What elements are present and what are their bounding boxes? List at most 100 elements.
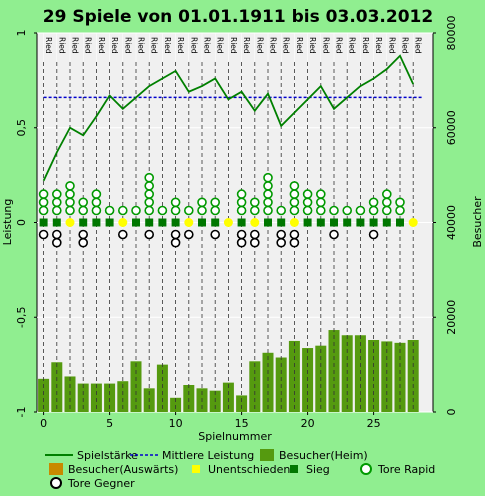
marker-tore-rapid	[368, 205, 379, 216]
marker-sieg	[303, 218, 312, 227]
legend-label: Besucher(Heim)	[279, 449, 368, 462]
marker-tore-rapid	[91, 205, 102, 216]
y2-tick-label: 0	[445, 409, 458, 416]
x-tick-label: 25	[367, 417, 381, 430]
marker-sieg	[171, 218, 180, 227]
marker-unentschieden	[118, 218, 128, 227]
venue-label: Ried	[216, 37, 225, 54]
marker-tore-gegner	[78, 229, 88, 240]
venue-label: Ried	[44, 37, 53, 54]
marker-tore-rapid	[170, 205, 181, 216]
legend-label: Besucher(Auswärts)	[68, 463, 178, 476]
marker-tore-rapid	[276, 205, 287, 216]
marker-sieg	[92, 218, 101, 227]
marker-tore-rapid	[210, 197, 220, 208]
legend-swatch	[360, 463, 372, 475]
legend-swatch	[192, 465, 200, 473]
marker-tore-rapid	[157, 205, 168, 216]
marker-tore-rapid	[51, 189, 62, 199]
marker-sieg	[356, 218, 365, 227]
marker-tore-rapid	[65, 181, 75, 191]
venue-label: Ried	[71, 37, 80, 54]
marker-tore-rapid	[38, 189, 49, 199]
marker-tore-rapid	[51, 197, 62, 208]
marker-tore-rapid	[197, 205, 207, 216]
marker-tore-gegner	[289, 229, 300, 240]
bar-besucher-heim	[156, 364, 168, 412]
legend: Spielstärke Mittlere Leistung Besucher(Hei…	[45, 449, 435, 490]
bar-besucher-heim	[236, 395, 248, 412]
venue-label: Ried	[335, 37, 344, 54]
marker-tore-rapid	[355, 205, 366, 216]
marker-tore-gegner	[118, 229, 128, 240]
marker-sieg	[277, 218, 286, 227]
marker-tore-rapid	[91, 197, 102, 208]
venue-label: Ried	[282, 37, 291, 54]
marker-tore-rapid	[302, 205, 313, 216]
marker-tore-rapid	[263, 197, 273, 208]
bar-besucher-heim	[170, 397, 182, 412]
marker-tore-rapid	[315, 189, 326, 199]
legend-label: Spielstärke	[77, 449, 138, 462]
legend-swatch	[290, 465, 298, 473]
marker-tore-gegner	[250, 229, 260, 240]
marker-sieg	[132, 218, 140, 227]
legend-label: Tore Rapid	[377, 463, 435, 476]
x-tick-label: 5	[106, 417, 113, 430]
marker-tore-rapid	[263, 189, 273, 199]
marker-tore-gegner	[170, 229, 181, 240]
venue-label: Ried	[57, 37, 66, 54]
bar-besucher-heim	[77, 383, 89, 412]
y-tick-label: 0,5	[15, 119, 28, 137]
y2-tick-label: 80000	[445, 16, 458, 51]
marker-tore-rapid	[65, 189, 75, 199]
marker-tore-rapid	[118, 205, 128, 216]
marker-tore-rapid	[144, 172, 154, 183]
venue-label: Ried	[401, 37, 410, 54]
marker-tore-rapid	[315, 205, 326, 216]
marker-tore-rapid	[381, 189, 392, 199]
marker-sieg	[382, 218, 391, 227]
bar-besucher-heim	[117, 381, 129, 412]
marker-tore-rapid	[65, 205, 75, 216]
marker-sieg	[264, 218, 272, 227]
x-tick-label: 15	[235, 417, 249, 430]
marker-tore-rapid	[381, 205, 392, 216]
marker-tore-gegner	[51, 229, 62, 240]
marker-tore-rapid	[91, 189, 102, 199]
marker-tore-gegner	[210, 229, 220, 240]
venue-label: Ried	[163, 37, 172, 54]
venue-label: Ried	[321, 37, 330, 54]
legend-swatch	[260, 449, 274, 461]
marker-tore-rapid	[170, 197, 181, 208]
legend-label: Mittlere Leistung	[162, 449, 254, 462]
goal-markers	[38, 172, 405, 248]
x-axis-label: Spielnummer	[198, 430, 272, 443]
marker-tore-rapid	[302, 189, 313, 199]
chart-title: 29 Spiele von 01.01.1911 bis 03.03.2012	[43, 7, 433, 27]
venue-label: Ried	[242, 37, 251, 54]
venue-label: Ried	[110, 37, 119, 54]
venue-label: Ried	[189, 37, 198, 54]
venue-label: Ried	[255, 37, 264, 54]
marker-tore-rapid	[381, 197, 392, 208]
marker-tore-gegner	[38, 229, 49, 240]
marker-tore-rapid	[236, 205, 247, 216]
marker-tore-gegner	[250, 237, 260, 248]
y2-axis-label: Besucher	[471, 196, 484, 248]
marker-sieg	[316, 218, 325, 227]
venue-label: Ried	[176, 37, 185, 54]
legend-label: Unentschieden	[208, 463, 290, 476]
y-tick-label: -1	[15, 407, 28, 418]
marker-tore-gegner	[329, 229, 339, 240]
marker-unentschieden	[250, 218, 260, 227]
venue-label: Ried	[84, 37, 93, 54]
y-tick-label: 0	[15, 219, 28, 226]
venue-label: Ried	[97, 37, 106, 54]
axes: -1-0,500,510 5 10 15 20 250200004000060000800…	[15, 16, 458, 431]
venue-label: Ried	[137, 37, 146, 54]
marker-tore-gegner	[184, 229, 194, 240]
marker-tore-rapid	[395, 205, 405, 216]
venue-label: Ried	[308, 37, 317, 54]
bar-besucher-heim	[288, 340, 300, 412]
